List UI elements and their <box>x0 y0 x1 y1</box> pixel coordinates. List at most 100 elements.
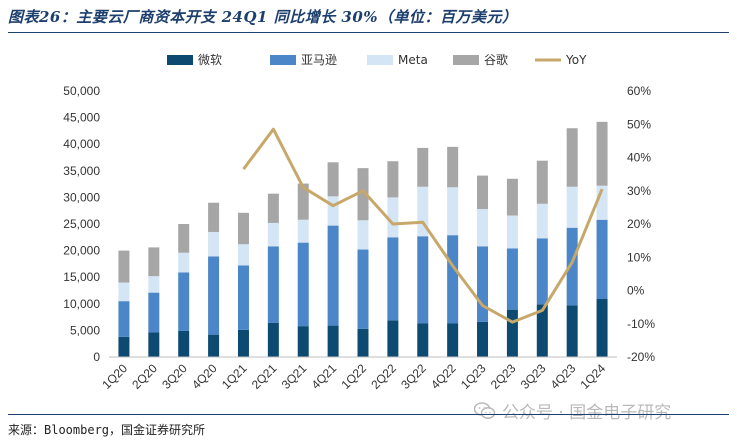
yoy-line-path <box>242 127 604 324</box>
bar-series <box>118 121 608 357</box>
bar-segment <box>566 128 578 187</box>
legend-label: 谷歌 <box>484 52 508 67</box>
bar-segment <box>357 249 369 329</box>
legend-label: Meta <box>398 53 428 67</box>
bar-segment <box>477 175 489 210</box>
x-tick-label: 3Q21 <box>279 361 310 392</box>
x-tick-label: 1Q23 <box>458 361 489 392</box>
x-tick-label: 2Q22 <box>368 361 399 392</box>
bar-segment <box>237 244 249 266</box>
legend-label: YoY <box>565 53 587 67</box>
bar-segment <box>596 185 608 220</box>
legend-label: 微软 <box>198 53 222 67</box>
bar-segment <box>148 247 160 277</box>
bar-segment <box>387 237 399 321</box>
y2-tick-label: 60% <box>627 84 651 98</box>
bar-segment <box>327 225 339 326</box>
yoy-line <box>242 127 604 324</box>
chart-title: 图表26：主要云厂商资本开支 24Q1 同比增长 30%（单位：百万美元） <box>8 8 518 26</box>
bar-segment <box>148 332 160 357</box>
bar-segment <box>357 328 369 357</box>
bar-segment <box>297 219 309 243</box>
x-tick-label: 3Q20 <box>159 361 190 392</box>
bar-segment <box>327 162 339 197</box>
bar-segment <box>237 265 249 330</box>
y-tick-label: 5,000 <box>70 323 100 337</box>
source-note: 来源：Bloomberg，国金证券研究所 <box>8 423 206 437</box>
bar-segment <box>297 242 309 327</box>
bar-segment <box>387 161 399 198</box>
bar-segment <box>118 282 130 302</box>
y2-tick-label: 50% <box>627 117 651 131</box>
bar-segment <box>566 186 578 228</box>
y2-tick-label: -10% <box>627 317 655 331</box>
y-tick-label: 0 <box>93 350 100 364</box>
y-tick-label: 50,000 <box>63 84 100 98</box>
y-tick-label: 20,000 <box>63 244 100 258</box>
bar-segment <box>387 320 399 357</box>
legend-swatch <box>453 55 479 65</box>
x-tick-label: 3Q22 <box>398 361 429 392</box>
x-tick-label: 1Q22 <box>338 361 369 392</box>
x-tick-label: 2Q23 <box>488 361 519 392</box>
y2-tick-label: 20% <box>627 217 651 231</box>
footer-divider <box>8 414 729 415</box>
y-tick-label: 45,000 <box>63 111 100 125</box>
bar-segment <box>447 235 459 324</box>
y2-tick-label: 40% <box>627 151 651 165</box>
x-tick-label: 4Q22 <box>428 361 459 392</box>
y-tick-label: 10,000 <box>63 297 100 311</box>
bar-segment <box>506 309 518 357</box>
bar-segment <box>148 292 160 333</box>
bar-segment <box>417 236 429 324</box>
title-divider <box>8 32 729 33</box>
y-tick-label: 30,000 <box>63 190 100 204</box>
legend-swatch <box>367 55 393 65</box>
bar-segment <box>566 305 578 357</box>
bar-segment <box>237 329 249 357</box>
legend-swatch <box>167 55 193 65</box>
bar-segment <box>536 304 548 357</box>
bar-segment <box>297 326 309 357</box>
bar-segment <box>506 215 518 249</box>
wechat-icon <box>474 401 496 419</box>
bar-segment <box>178 224 190 253</box>
bar-segment <box>536 160 548 204</box>
bar-segment <box>506 248 518 310</box>
x-tick-label: 4Q23 <box>548 361 579 392</box>
bar-segment <box>417 147 429 187</box>
bar-segment <box>118 336 130 357</box>
bar-segment <box>566 227 578 306</box>
x-tick-label: 4Q20 <box>189 361 220 392</box>
bar-segment <box>267 322 279 357</box>
bar-segment <box>297 183 309 220</box>
chart-legend: 微软 亚马逊 Meta 谷歌 YoY <box>167 52 587 67</box>
x-tick-label: 2Q20 <box>129 361 160 392</box>
bar-segment <box>208 256 220 335</box>
bar-segment <box>118 301 130 337</box>
watermark-text: 公众号 · 国金电子研究 <box>502 403 672 423</box>
bar-segment <box>178 252 190 273</box>
bar-segment <box>178 330 190 357</box>
right-axis: -20% -10% 0% 10% 20% 30% 40% 50% 60% <box>627 84 655 364</box>
y2-tick-label: 30% <box>627 184 651 198</box>
bar-segment <box>178 272 190 331</box>
x-tick-label: 1Q21 <box>219 361 250 392</box>
bar-segment <box>536 238 548 305</box>
bar-segment <box>477 321 489 357</box>
y2-tick-label: -20% <box>627 350 655 364</box>
y-tick-label: 40,000 <box>63 137 100 151</box>
bar-segment <box>477 246 489 322</box>
bar-segment <box>447 187 459 236</box>
bar-segment <box>596 219 608 300</box>
bar-segment <box>417 186 429 237</box>
bar-segment <box>357 220 369 250</box>
y-tick-label: 15,000 <box>63 270 100 284</box>
bar-segment <box>357 168 369 221</box>
x-tick-label: 4Q21 <box>309 361 340 392</box>
x-tick-label: 1Q20 <box>99 361 130 392</box>
bar-segment <box>118 250 130 283</box>
bar-segment <box>237 212 249 245</box>
bar-segment <box>148 276 160 293</box>
